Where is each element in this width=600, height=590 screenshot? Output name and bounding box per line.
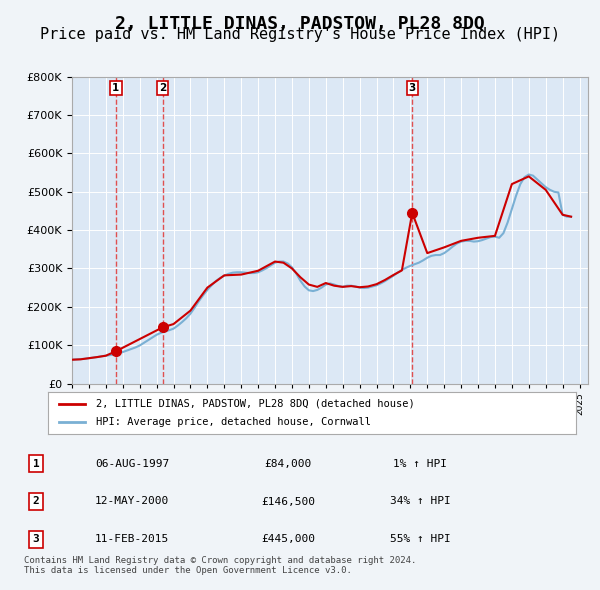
Text: 34% ↑ HPI: 34% ↑ HPI: [389, 497, 451, 506]
Text: 12-MAY-2000: 12-MAY-2000: [95, 497, 169, 506]
Text: 11-FEB-2015: 11-FEB-2015: [95, 535, 169, 544]
Text: £445,000: £445,000: [261, 535, 315, 544]
Text: Price paid vs. HM Land Registry's House Price Index (HPI): Price paid vs. HM Land Registry's House …: [40, 27, 560, 41]
Text: 1% ↑ HPI: 1% ↑ HPI: [393, 459, 447, 468]
Text: 2: 2: [32, 497, 40, 506]
Text: 1: 1: [112, 83, 119, 93]
Text: £146,500: £146,500: [261, 497, 315, 506]
Text: 1: 1: [32, 459, 40, 468]
Text: 3: 3: [32, 535, 40, 544]
Text: £84,000: £84,000: [265, 459, 311, 468]
Text: 55% ↑ HPI: 55% ↑ HPI: [389, 535, 451, 544]
Text: Contains HM Land Registry data © Crown copyright and database right 2024.
This d: Contains HM Land Registry data © Crown c…: [24, 556, 416, 575]
Text: 2: 2: [159, 83, 166, 93]
Text: 2, LITTLE DINAS, PADSTOW, PL28 8DQ: 2, LITTLE DINAS, PADSTOW, PL28 8DQ: [115, 15, 485, 33]
Text: HPI: Average price, detached house, Cornwall: HPI: Average price, detached house, Corn…: [95, 417, 371, 427]
Text: 3: 3: [409, 83, 416, 93]
Text: 06-AUG-1997: 06-AUG-1997: [95, 459, 169, 468]
Text: 2, LITTLE DINAS, PADSTOW, PL28 8DQ (detached house): 2, LITTLE DINAS, PADSTOW, PL28 8DQ (deta…: [95, 399, 414, 409]
